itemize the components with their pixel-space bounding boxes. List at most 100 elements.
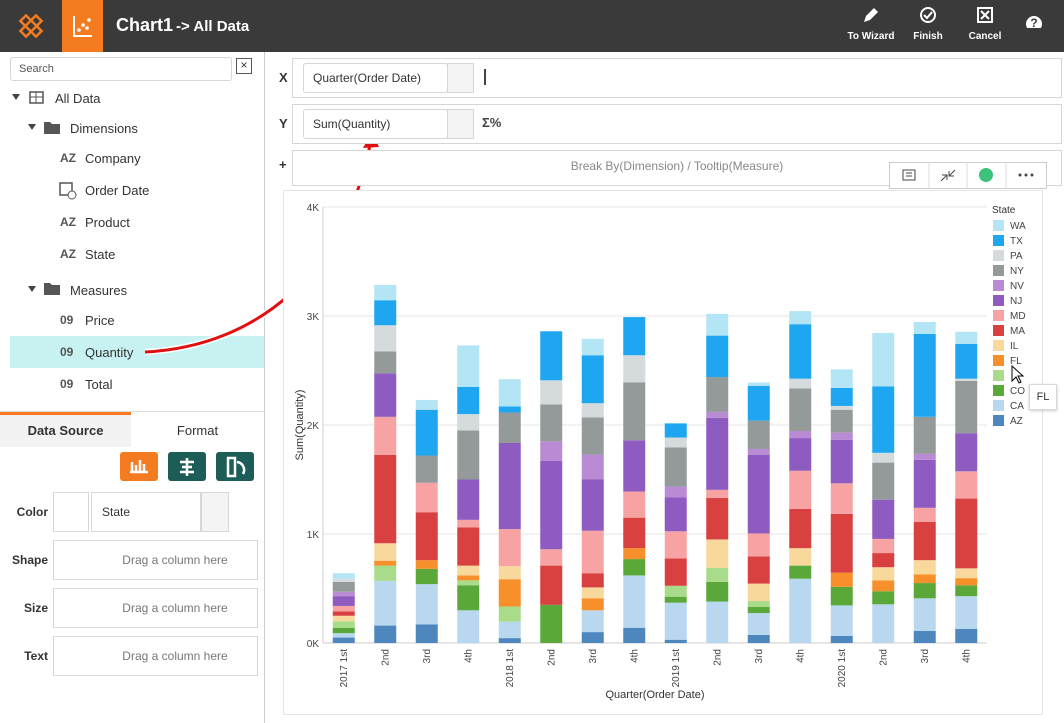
tree-item[interactable]: Price <box>85 313 115 328</box>
bar-segment <box>913 416 936 454</box>
x-tick-label: 4th <box>795 649 806 663</box>
legend-swatch <box>993 340 1004 351</box>
subtitle: -> All Data <box>176 18 250 35</box>
tree-folder[interactable]: Dimensions <box>70 121 138 136</box>
tree-root[interactable]: All Data <box>55 91 101 106</box>
bar-segment <box>830 586 853 606</box>
property-field[interactable] <box>91 492 201 532</box>
drop-zone[interactable] <box>53 636 258 676</box>
cancel-button[interactable]: Cancel <box>968 31 1002 42</box>
bar-segment <box>706 539 729 568</box>
bar-segment <box>623 559 646 576</box>
bar-segment <box>623 491 646 518</box>
x-tick-label: 2020 1st <box>837 649 848 688</box>
clear-search[interactable]: × <box>236 58 252 74</box>
tree-item[interactable]: Quantity <box>85 345 134 360</box>
chart-toolbar[interactable] <box>889 162 1047 189</box>
bar-segment <box>374 284 397 301</box>
tree-folder[interactable]: Measures <box>70 283 128 298</box>
bar-segment <box>457 527 480 566</box>
sort-icon <box>484 69 498 85</box>
tree-item[interactable]: Company <box>85 151 141 166</box>
break-by-field[interactable]: Break By(Dimension) / Tooltip(Measure) <box>570 159 784 173</box>
bar-segment <box>332 621 355 628</box>
legend-swatch <box>993 370 1004 381</box>
tooltip: FL <box>1029 384 1057 410</box>
bar-segment <box>789 311 812 325</box>
tree-item[interactable]: Total <box>85 377 113 392</box>
chart-icon[interactable] <box>62 0 103 52</box>
binding-label: + <box>279 157 287 172</box>
x-tick-label: 2nd <box>380 649 391 666</box>
bar-segment <box>540 460 563 550</box>
bar-segment <box>664 486 687 498</box>
bar-segment <box>747 556 770 584</box>
legend-swatch <box>993 295 1004 306</box>
bar-segment <box>623 355 646 383</box>
bar-segment <box>706 489 729 499</box>
bar-segment <box>706 498 729 540</box>
fx-button[interactable] <box>447 109 474 139</box>
bar-segment <box>913 583 936 599</box>
tab-bg <box>131 415 264 447</box>
bar-segment <box>913 574 936 584</box>
x-tick-label: 2nd <box>878 649 889 666</box>
legend-swatch <box>993 400 1004 411</box>
y-tick-label: 2K <box>307 421 320 432</box>
bar-segment <box>415 455 438 483</box>
bar-segment <box>332 578 355 582</box>
to-wizard-button[interactable]: To Wizard <box>847 31 895 42</box>
bar-segment <box>415 560 438 569</box>
bar-segment <box>581 530 604 574</box>
bar-segment <box>955 568 978 579</box>
bar-segment <box>374 454 397 544</box>
property-icon[interactable] <box>53 492 89 532</box>
property-label: Text <box>24 649 48 663</box>
help-button[interactable]: ? <box>1030 16 1038 30</box>
tree-item[interactable]: State <box>85 247 116 262</box>
bar-segment <box>332 633 355 638</box>
drop-hint: Drag a column here <box>122 601 228 615</box>
bar-segment <box>374 543 397 561</box>
bar-segment <box>830 387 853 406</box>
binding-text: Quarter(Order Date) <box>313 71 422 85</box>
x-tick-label: 3rd <box>588 649 599 663</box>
bar-segment <box>581 598 604 611</box>
bar-segment <box>706 581 729 602</box>
header-icons <box>864 7 1042 28</box>
tab[interactable]: Format <box>176 423 219 438</box>
finish-button[interactable]: Finish <box>913 31 943 42</box>
bar-segment <box>913 598 936 632</box>
bar-segment <box>332 615 355 622</box>
fx-button[interactable] <box>447 63 474 93</box>
bar-segment <box>789 430 812 439</box>
tree-item[interactable]: Product <box>85 215 130 230</box>
fx-button[interactable] <box>201 492 229 532</box>
bar-segment <box>457 386 480 415</box>
bar-segment <box>706 567 729 582</box>
tab[interactable]: Data Source <box>27 423 104 438</box>
drop-zone[interactable] <box>53 588 258 628</box>
binding-field[interactable] <box>303 63 448 93</box>
bar-segment <box>332 637 355 643</box>
bar-segment <box>374 300 397 326</box>
search-box[interactable]: Search <box>10 57 232 81</box>
x-tick-label: 2018 1st <box>505 649 516 688</box>
chart: 0K 1K 2K 3K 4K 2017 1st 2nd 3rd 4th 2018 1st 2nd 3r… <box>294 203 1026 701</box>
bar-segment <box>913 321 936 334</box>
y-tick-label: 3K <box>307 312 320 323</box>
tree-item[interactable]: Order Date <box>85 183 150 198</box>
type-icon: AZ <box>60 215 76 229</box>
tree-icons <box>12 91 77 295</box>
bar-segment <box>664 602 687 640</box>
bar-segment <box>664 437 687 448</box>
drop-zone[interactable] <box>53 540 258 580</box>
bar-segment <box>498 579 521 607</box>
bar-segment <box>913 453 936 460</box>
bar-segment <box>664 531 687 559</box>
bar-segment <box>581 417 604 455</box>
bar-segment <box>789 548 812 566</box>
bar-segment <box>872 604 895 643</box>
chart-type-buttons[interactable] <box>118 450 258 484</box>
